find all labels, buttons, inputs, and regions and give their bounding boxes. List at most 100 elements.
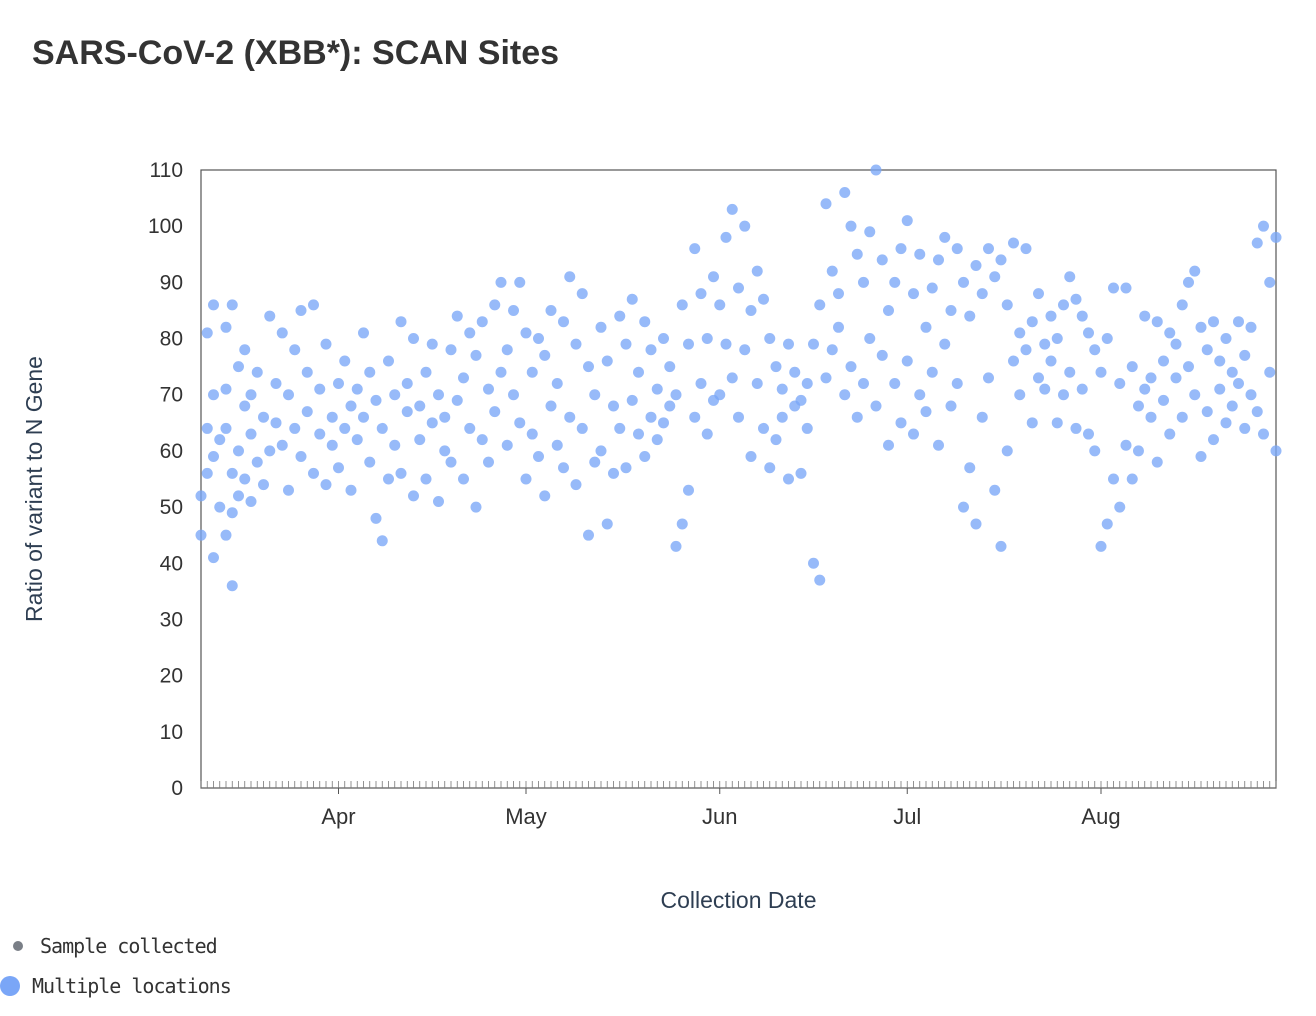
data-point xyxy=(458,372,469,384)
data-point xyxy=(570,479,582,491)
data-point xyxy=(664,400,676,412)
data-point xyxy=(714,389,726,401)
data-point xyxy=(208,389,219,401)
data-point xyxy=(770,361,782,373)
data-point xyxy=(939,231,951,243)
data-point xyxy=(1245,389,1257,401)
data-point xyxy=(533,333,544,345)
data-point xyxy=(708,271,719,283)
data-point xyxy=(326,411,338,423)
data-point xyxy=(639,451,651,463)
y-tick-label: 0 xyxy=(171,777,183,800)
data-point xyxy=(1201,406,1213,418)
data-point xyxy=(876,349,888,361)
data-point xyxy=(358,327,369,339)
data-point xyxy=(551,377,563,389)
data-point xyxy=(1126,361,1138,373)
data-point xyxy=(426,338,438,350)
data-point xyxy=(783,338,794,350)
data-point xyxy=(283,389,294,401)
data-point xyxy=(1195,321,1207,333)
data-point xyxy=(633,366,644,378)
data-point xyxy=(539,349,551,361)
data-point xyxy=(1133,445,1144,457)
data-point xyxy=(808,557,819,569)
data-point xyxy=(251,366,263,378)
data-point xyxy=(445,344,457,356)
data-point xyxy=(501,439,513,451)
data-point xyxy=(939,338,951,350)
data-point xyxy=(1120,439,1132,451)
data-point xyxy=(270,377,282,389)
data-point xyxy=(220,383,232,395)
data-point xyxy=(658,417,669,429)
data-point xyxy=(208,552,219,564)
y-tick-label: 30 xyxy=(160,608,183,631)
data-point xyxy=(1195,451,1207,463)
data-point xyxy=(526,366,538,378)
data-point xyxy=(1233,377,1244,389)
data-point xyxy=(595,321,607,333)
data-point xyxy=(870,400,882,412)
data-point xyxy=(876,254,888,266)
data-point xyxy=(820,198,832,210)
data-point xyxy=(670,540,682,552)
data-point xyxy=(839,389,851,401)
data-point xyxy=(845,220,857,232)
data-point xyxy=(783,473,794,485)
data-point xyxy=(1039,383,1051,395)
data-point xyxy=(383,355,394,367)
data-point xyxy=(833,321,844,333)
data-point xyxy=(683,484,694,496)
x-tick-label: May xyxy=(505,804,547,829)
data-point xyxy=(901,215,913,227)
data-point xyxy=(1014,327,1026,339)
y-tick-label: 40 xyxy=(160,552,183,575)
y-tick-label: 70 xyxy=(160,384,183,407)
data-point xyxy=(1220,417,1232,429)
data-point xyxy=(1008,237,1019,249)
data-point xyxy=(195,529,207,541)
data-point xyxy=(401,406,413,418)
data-point xyxy=(858,377,869,389)
data-point xyxy=(408,333,419,345)
data-point xyxy=(658,333,669,345)
data-point xyxy=(539,490,551,502)
data-point xyxy=(776,411,788,423)
data-point xyxy=(776,383,788,395)
data-point xyxy=(339,355,351,367)
data-point xyxy=(258,411,269,423)
data-point xyxy=(395,316,407,328)
data-point xyxy=(426,417,438,429)
data-point xyxy=(308,299,319,311)
data-point xyxy=(764,333,776,345)
data-point xyxy=(583,529,594,541)
data-point xyxy=(645,411,657,423)
data-point xyxy=(345,400,357,412)
data-point xyxy=(458,473,469,485)
data-point xyxy=(401,377,413,389)
data-point xyxy=(751,377,763,389)
data-point xyxy=(1026,316,1038,328)
data-point xyxy=(314,428,326,440)
x-axis-label: Collection Date xyxy=(661,887,817,913)
data-point xyxy=(1114,501,1126,513)
data-point xyxy=(376,535,388,547)
data-point xyxy=(1208,316,1219,328)
data-point xyxy=(1033,372,1044,384)
data-point xyxy=(345,484,357,496)
data-point xyxy=(483,456,494,468)
legend-marker-small xyxy=(13,941,23,951)
data-point xyxy=(589,389,601,401)
data-point xyxy=(414,400,426,412)
data-point xyxy=(308,467,319,479)
data-point xyxy=(745,304,757,316)
data-point xyxy=(908,288,919,300)
data-point xyxy=(1008,355,1019,367)
data-point xyxy=(1001,299,1013,311)
data-point xyxy=(533,451,544,463)
data-point xyxy=(258,479,269,491)
data-point xyxy=(233,361,244,373)
data-point xyxy=(264,310,276,322)
data-point xyxy=(839,186,851,198)
